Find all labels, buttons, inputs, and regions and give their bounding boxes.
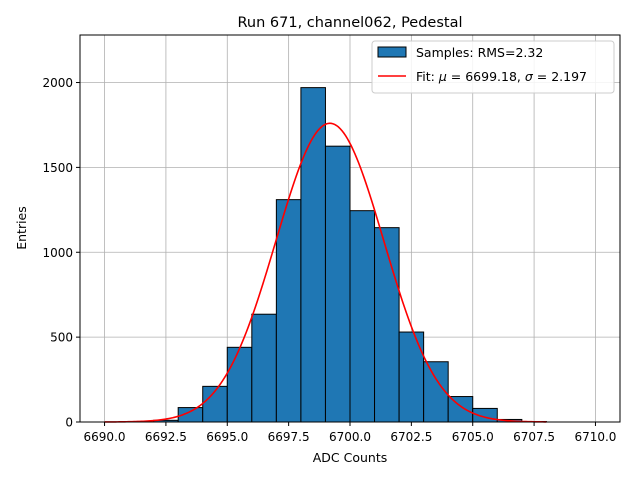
histogram-bar — [349, 210, 376, 423]
legend-samples-swatch — [377, 46, 407, 58]
x-tick-label: 6710.0 — [574, 430, 616, 444]
y-tick-label: 500 — [50, 331, 73, 345]
chart-title: Run 671, channel062, Pedestal — [237, 15, 462, 31]
x-axis-label: ADC Counts — [313, 450, 388, 465]
histogram-bar — [300, 87, 326, 423]
legend-samples-label: Samples: RMS=2.32 — [416, 45, 543, 60]
y-axis-ticks: 0 500 1000 1500 2000 — [42, 76, 80, 430]
x-axis-ticks: 6690.0 6692.5 6695.0 6697.5 6700.0 6702.5 6705… — [84, 422, 616, 444]
histogram-bar — [226, 346, 253, 423]
x-tick-label: 6702.5 — [390, 430, 432, 444]
histogram-bar — [374, 227, 400, 423]
histogram-bar — [447, 396, 474, 423]
histogram-bar — [324, 145, 351, 423]
x-tick-label: 6705.0 — [452, 430, 494, 444]
histogram-bar — [251, 313, 277, 423]
x-tick-label: 6707.5 — [513, 430, 555, 444]
y-tick-label: 1500 — [42, 161, 73, 175]
histogram-bar — [398, 331, 425, 423]
x-tick-label: 6700.0 — [329, 430, 371, 444]
legend: Samples: RMS=2.32 Fit: μ = 6699.18, σ = … — [371, 40, 615, 94]
legend-box — [371, 40, 615, 94]
y-tick-label: 1000 — [42, 246, 73, 260]
x-tick-label: 6690.0 — [84, 430, 126, 444]
histogram-bar — [275, 199, 302, 423]
y-axis-label: Entries — [14, 206, 29, 250]
y-tick-label: 2000 — [42, 76, 73, 90]
x-tick-label: 6697.5 — [268, 430, 310, 444]
x-tick-label: 6692.5 — [145, 430, 187, 444]
gaussian-fit-curve — [104, 122, 547, 423]
x-tick-label: 6695.0 — [206, 430, 248, 444]
y-tick-label: 0 — [65, 416, 73, 430]
legend-fit-label: Fit: μ = 6699.18, σ = 2.197 — [416, 69, 587, 84]
